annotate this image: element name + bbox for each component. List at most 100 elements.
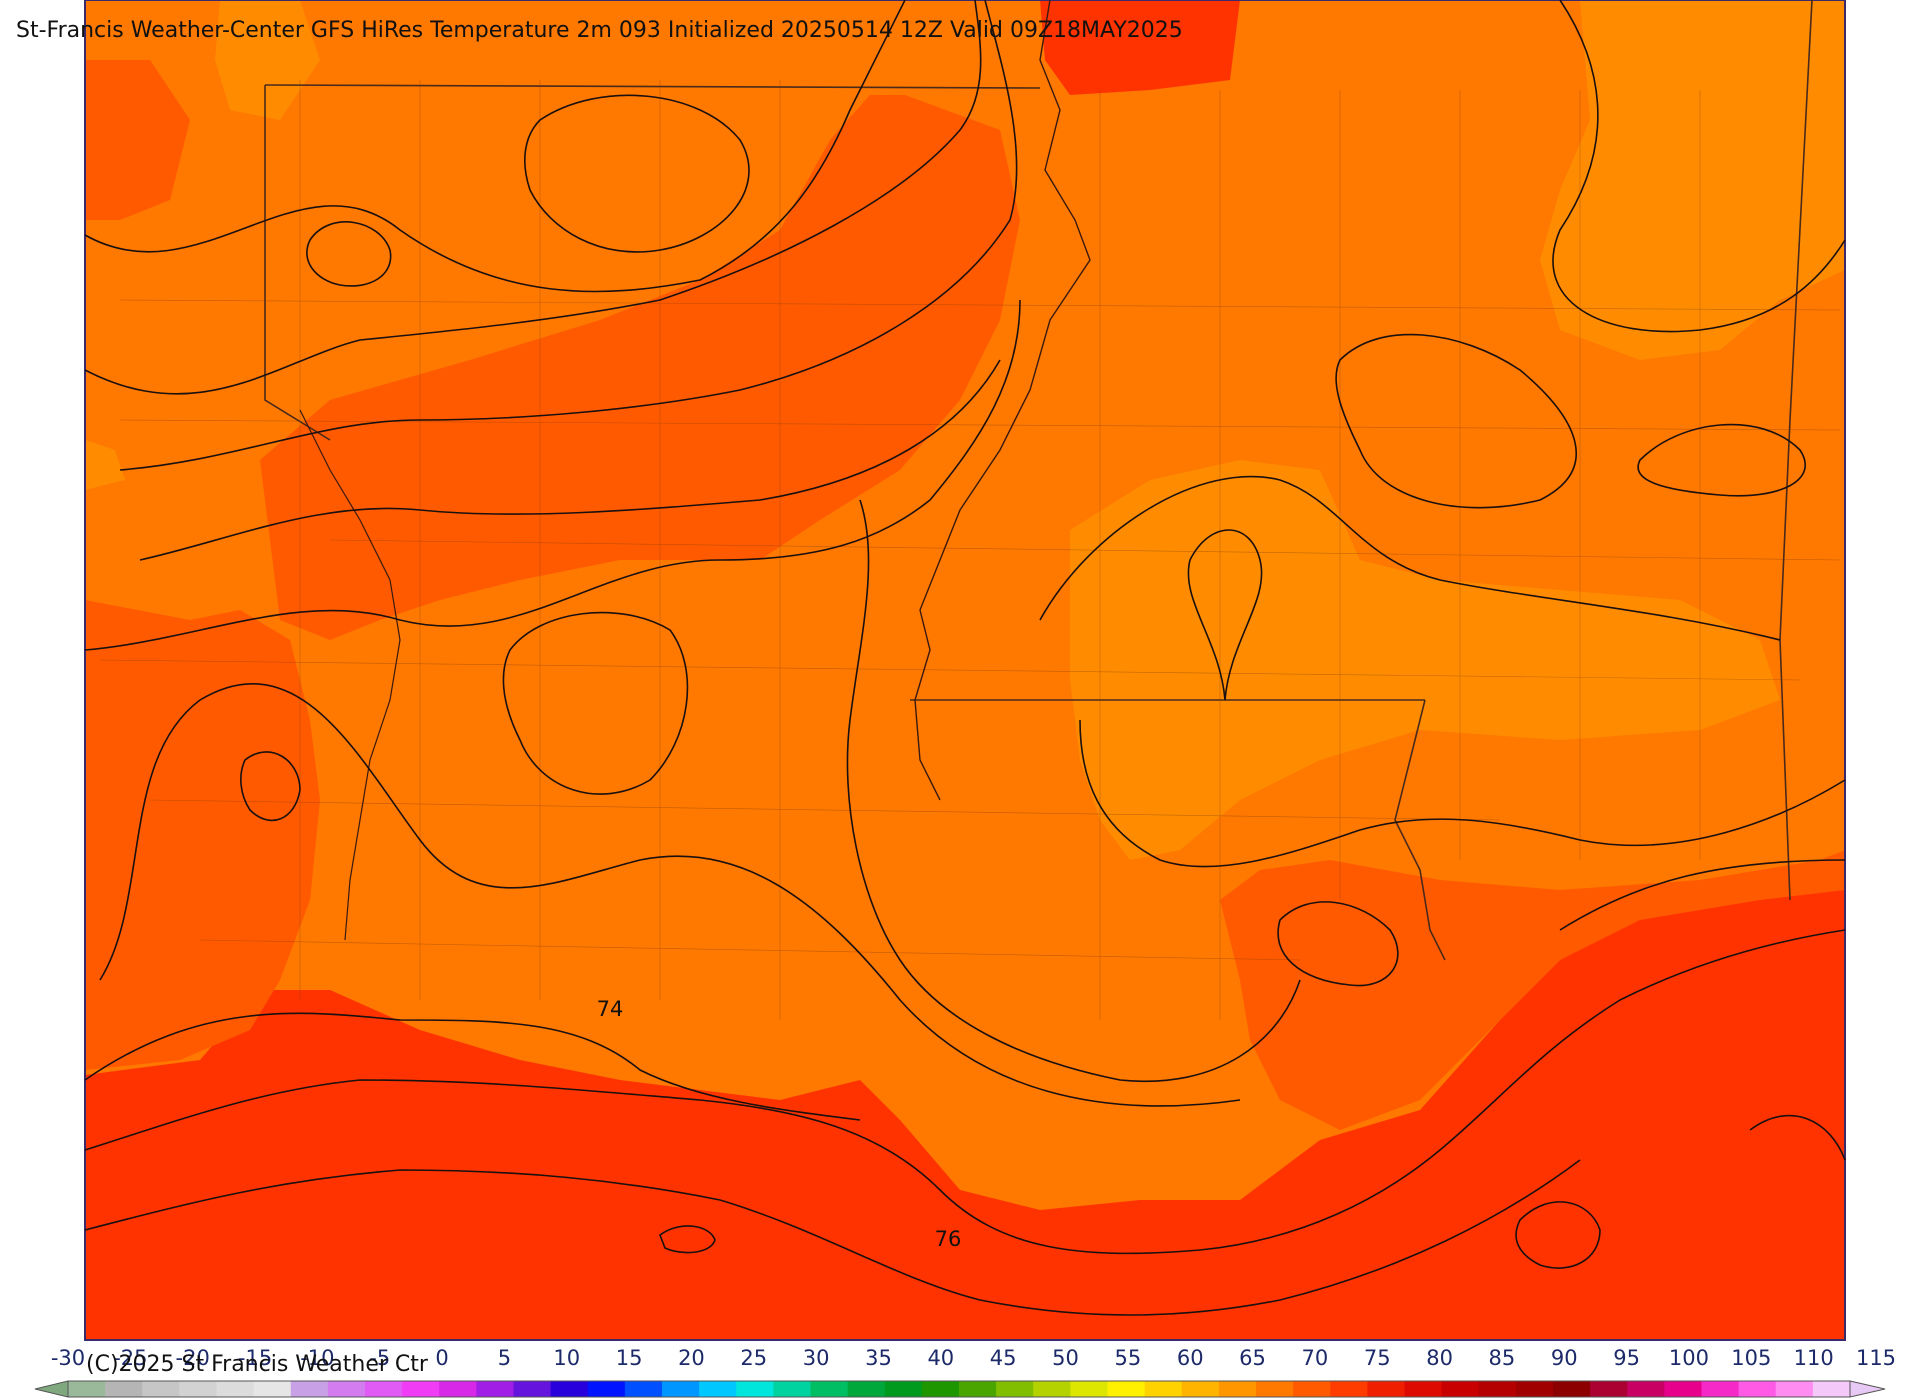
isotherm-contours: [84, 0, 1846, 1316]
isotherm: [84, 929, 1846, 1255]
contour-label-76: 76: [935, 1227, 962, 1251]
isotherm: [84, 1012, 861, 1121]
colorbar-swatch: [290, 1381, 329, 1397]
colorbar-swatch: [810, 1381, 849, 1397]
colorbar-swatch: [402, 1381, 440, 1397]
colorbar-swatch: [1218, 1381, 1257, 1397]
colorbar-swatch: [996, 1381, 1034, 1397]
isotherm: [84, 0, 982, 395]
isotherm: [1277, 901, 1399, 987]
colorbar-swatch: [1515, 1381, 1554, 1397]
state-boundary: [1394, 699, 1446, 961]
colorbar-swatch: [179, 1381, 217, 1397]
colorbar-tick-label: -5: [369, 1346, 391, 1370]
colorbar-tick-label: -15: [237, 1346, 273, 1370]
colorbar-swatch: [513, 1381, 552, 1397]
temp-band-65-70: [450, 570, 760, 860]
colorbar-tick-label: 110: [1793, 1346, 1834, 1370]
colorbar-tick-label: 20: [678, 1346, 705, 1370]
isotherm: [1637, 423, 1806, 497]
colorbar-tick-label: 35: [865, 1346, 892, 1370]
state-boundaries: [264, 0, 1813, 961]
map-frame: [84, 0, 1846, 1341]
colorbar-swatch: [1070, 1381, 1108, 1397]
colorbar-tick-label: 95: [1613, 1346, 1640, 1370]
river: [299, 409, 401, 941]
colorbar: [34, 1380, 1886, 1398]
colorbar-swatch: [1404, 1381, 1443, 1397]
isotherm: [1749, 1114, 1846, 1161]
temp-band-60-65: [85, 440, 125, 490]
colorbar-swatch: [1144, 1381, 1183, 1397]
colorbar-tick-label: 105: [1731, 1346, 1772, 1370]
colorbar-tick-label: -20: [175, 1346, 210, 1370]
colorbar-swatch: [253, 1381, 292, 1397]
colorbar-swatch: [699, 1381, 737, 1397]
isotherm: [502, 611, 689, 795]
colorbar-swatch: [921, 1381, 960, 1397]
colorbar-swatch: [1664, 1381, 1702, 1397]
colorbar-swatch: [1478, 1381, 1517, 1397]
state-boundary: [264, 84, 1041, 89]
colorbar-swatch: [1330, 1381, 1368, 1397]
colorbar-tick-label: 50: [1052, 1346, 1079, 1370]
colorbar-extend-left: [34, 1380, 69, 1398]
colorbar-swatch: [1775, 1381, 1814, 1397]
colorbar-tick-label: 45: [989, 1346, 1017, 1370]
colorbar-tick-label: 10: [553, 1346, 581, 1370]
temp-band-60-65: [215, 0, 320, 120]
isotherm: [1552, 0, 1846, 333]
state-boundary: [1779, 0, 1813, 901]
colorbar-swatch: [624, 1381, 663, 1397]
colorbar-swatch: [142, 1381, 180, 1397]
colorbar-tick-label: 115: [1855, 1346, 1897, 1370]
colorbar-swatch: [1701, 1381, 1740, 1397]
isotherm: [1039, 475, 1781, 641]
colorbar-swatch: [1553, 1381, 1591, 1397]
colorbar-swatch: [216, 1381, 255, 1397]
county-lines: [99, 80, 1841, 1020]
colorbar-tick-label: -10: [300, 1346, 335, 1370]
colorbar-swatch: [959, 1381, 997, 1397]
colorbar-tick-label: 85: [1488, 1346, 1516, 1370]
temp-band-60-65: [1070, 460, 1780, 860]
colorbar-swatch: [550, 1381, 589, 1397]
colorbar-swatch: [1627, 1381, 1665, 1397]
colorbar-swatch: [365, 1381, 403, 1397]
colorbar-tick-label: 15: [615, 1346, 643, 1370]
colorbar-tick-label: 100: [1668, 1346, 1709, 1370]
isotherm: [846, 499, 1301, 1082]
isotherm: [1559, 859, 1846, 931]
temp-band-75-80: [1040, 0, 1240, 95]
copyright-notice: (C)2025 St Francis Weather Ctr: [86, 1352, 428, 1377]
temp-band-60-65: [1540, 0, 1845, 360]
colorbar-tick-label: 55: [1114, 1346, 1142, 1370]
isotherm: [84, 299, 1021, 651]
colorbar-outline: [67, 1380, 1851, 1398]
isotherm: [240, 751, 301, 822]
colorbar-swatch: [1738, 1381, 1777, 1397]
temp-band-70-75: [85, 600, 320, 1070]
colorbar-swatch: [1367, 1381, 1405, 1397]
colorbar-tick-label: 40: [927, 1346, 955, 1370]
colorbar-swatch: [1812, 1381, 1851, 1397]
colorbar-swatch: [736, 1381, 774, 1397]
colorbar-tick-label: 25: [740, 1346, 768, 1370]
colorbar-swatch: [1441, 1381, 1480, 1397]
colorbar-swatch: [1107, 1381, 1146, 1397]
colorbar-tick-label: 30: [802, 1346, 830, 1370]
colorbar-swatch: [1181, 1381, 1220, 1397]
colorbar-swatch: [1590, 1381, 1628, 1397]
colorbar-tick-label: 90: [1550, 1346, 1578, 1370]
colorbar-tick-label: 60: [1176, 1346, 1204, 1370]
colorbar-tick-label: 0: [435, 1346, 449, 1370]
colorbar-tick-label: -25: [113, 1346, 148, 1370]
colorbar-swatch: [476, 1381, 514, 1397]
isotherm: [659, 1225, 716, 1254]
colorbar-tick-label: -30: [50, 1346, 86, 1370]
colorbar-swatch: [327, 1381, 366, 1397]
colorbar-tick-label: 70: [1301, 1346, 1329, 1370]
river: [914, 0, 1091, 801]
isotherm: [1515, 1201, 1601, 1269]
isotherm: [1335, 333, 1577, 509]
